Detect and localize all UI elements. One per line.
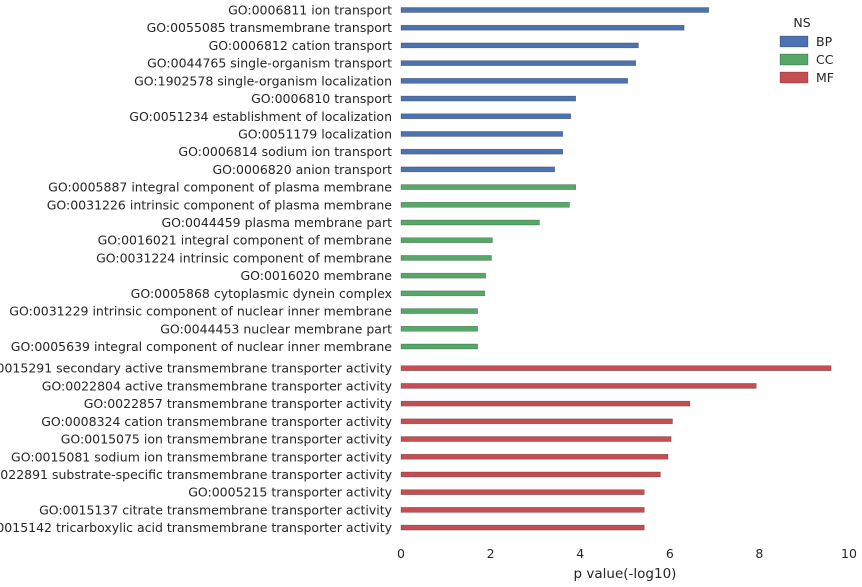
bar-group xyxy=(400,7,832,531)
bar-cc xyxy=(400,219,540,226)
category-label: GO:0022891 substrate-specific transmembr… xyxy=(0,467,393,482)
bar-bp xyxy=(400,113,572,120)
bar-bp xyxy=(400,148,564,155)
category-label: GO:0006814 sodium ion transport xyxy=(178,144,392,159)
category-label: GO:0005868 cytoplasmic dynein complex xyxy=(131,286,392,301)
bar-bp xyxy=(400,78,628,84)
bar-cc xyxy=(400,255,492,261)
bar-cc xyxy=(400,272,486,279)
x-tick-label: 6 xyxy=(666,546,674,561)
bar-bp xyxy=(400,42,639,49)
legend-label-mf: MF xyxy=(816,70,834,85)
category-label: GO:0016020 membrane xyxy=(240,268,392,283)
category-label: GO:0031229 intrinsic component of nuclea… xyxy=(9,304,392,319)
category-label: GO:0016021 integral component of membran… xyxy=(98,233,393,248)
category-label: GO:0051179 localization xyxy=(238,126,392,141)
category-label: GO:1902578 single-organism localization xyxy=(134,73,392,88)
x-tick-label: 8 xyxy=(755,546,763,561)
category-label: GO:0005639 integral component of nuclear… xyxy=(11,339,393,354)
bar-cc xyxy=(400,325,478,332)
bar-cc xyxy=(400,308,478,314)
x-axis-ticks: 0 2 4 6 8 10 xyxy=(397,546,857,561)
legend-swatch-cc xyxy=(779,53,809,66)
bar-cc xyxy=(400,237,493,244)
category-label: GO:0015075 ion transmembrane transporter… xyxy=(61,432,393,447)
category-label: GO:0044459 plasma membrane part xyxy=(161,215,392,230)
category-label: GO:0015142 tricarboxylic acid transmembr… xyxy=(0,520,393,535)
category-label: GO:0031226 intrinsic component of plasma… xyxy=(47,197,393,212)
category-label: GO:0015137 citrate transmembrane transpo… xyxy=(39,502,393,517)
bar-mf xyxy=(400,365,832,372)
bar-mf xyxy=(400,524,645,531)
bar-bp xyxy=(400,60,637,66)
bar-mf xyxy=(400,453,669,460)
x-axis-title: p value(-log10) xyxy=(574,566,677,582)
category-label: GO:0006811 ion transport xyxy=(228,3,392,18)
bar-mf xyxy=(400,436,672,442)
category-label: GO:0044765 single-organism transport xyxy=(147,56,392,71)
bar-bp xyxy=(400,166,555,173)
category-label: GO:0022804 active transmembrane transpor… xyxy=(42,378,393,393)
x-tick-label: 10 xyxy=(841,546,857,561)
legend-swatch-bp xyxy=(779,35,809,48)
category-label: GO:0006820 anion transport xyxy=(212,162,392,177)
bar-mf xyxy=(400,489,645,495)
bar-cc xyxy=(400,343,478,350)
legend-title: NS xyxy=(793,15,810,30)
bar-cc xyxy=(400,290,486,297)
category-label: GO:0015081 sodium ion transmembrane tran… xyxy=(11,449,393,464)
bar-mf xyxy=(400,507,645,513)
category-label: GO:0015291 secondary active transmembran… xyxy=(0,361,393,376)
bar-bp xyxy=(400,24,685,31)
category-label: GO:0022857 transmembrane transporter act… xyxy=(84,396,393,411)
legend-label-cc: CC xyxy=(816,52,834,67)
bar-mf xyxy=(400,471,661,478)
bar-bp xyxy=(400,7,710,13)
bar-cc xyxy=(400,202,570,208)
bar-bp xyxy=(400,95,577,102)
bar-mf xyxy=(400,400,691,407)
bar-cc xyxy=(400,184,577,190)
category-label: GO:0006812 cation transport xyxy=(209,38,392,53)
category-label: GO:0031224 intrinsic component of membra… xyxy=(96,250,392,265)
category-label: GO:0055085 transmembrane transport xyxy=(147,20,393,35)
x-tick-label: 2 xyxy=(487,546,495,561)
category-labels: GO:0006811 ion transport GO:0055085 trans… xyxy=(0,3,393,536)
category-label: GO:0051234 establishment of localization xyxy=(129,109,392,124)
legend: NS BP CC MF xyxy=(779,15,834,85)
bar-bp xyxy=(400,131,564,137)
legend-label-bp: BP xyxy=(816,34,833,49)
category-label: GO:0008324 cation transmembrane transpor… xyxy=(41,414,392,429)
legend-swatch-mf xyxy=(779,71,809,84)
x-tick-label: 0 xyxy=(397,546,405,561)
x-tick-label: 4 xyxy=(576,546,584,561)
bar-mf xyxy=(400,383,757,389)
bar-mf xyxy=(400,418,673,425)
category-label: GO:0006810 transport xyxy=(251,91,392,106)
category-label: GO:0044453 nuclear membrane part xyxy=(160,321,392,336)
category-label: GO:0005215 transporter activity xyxy=(188,485,392,500)
category-label: GO:0005887 integral component of plasma … xyxy=(48,180,392,195)
